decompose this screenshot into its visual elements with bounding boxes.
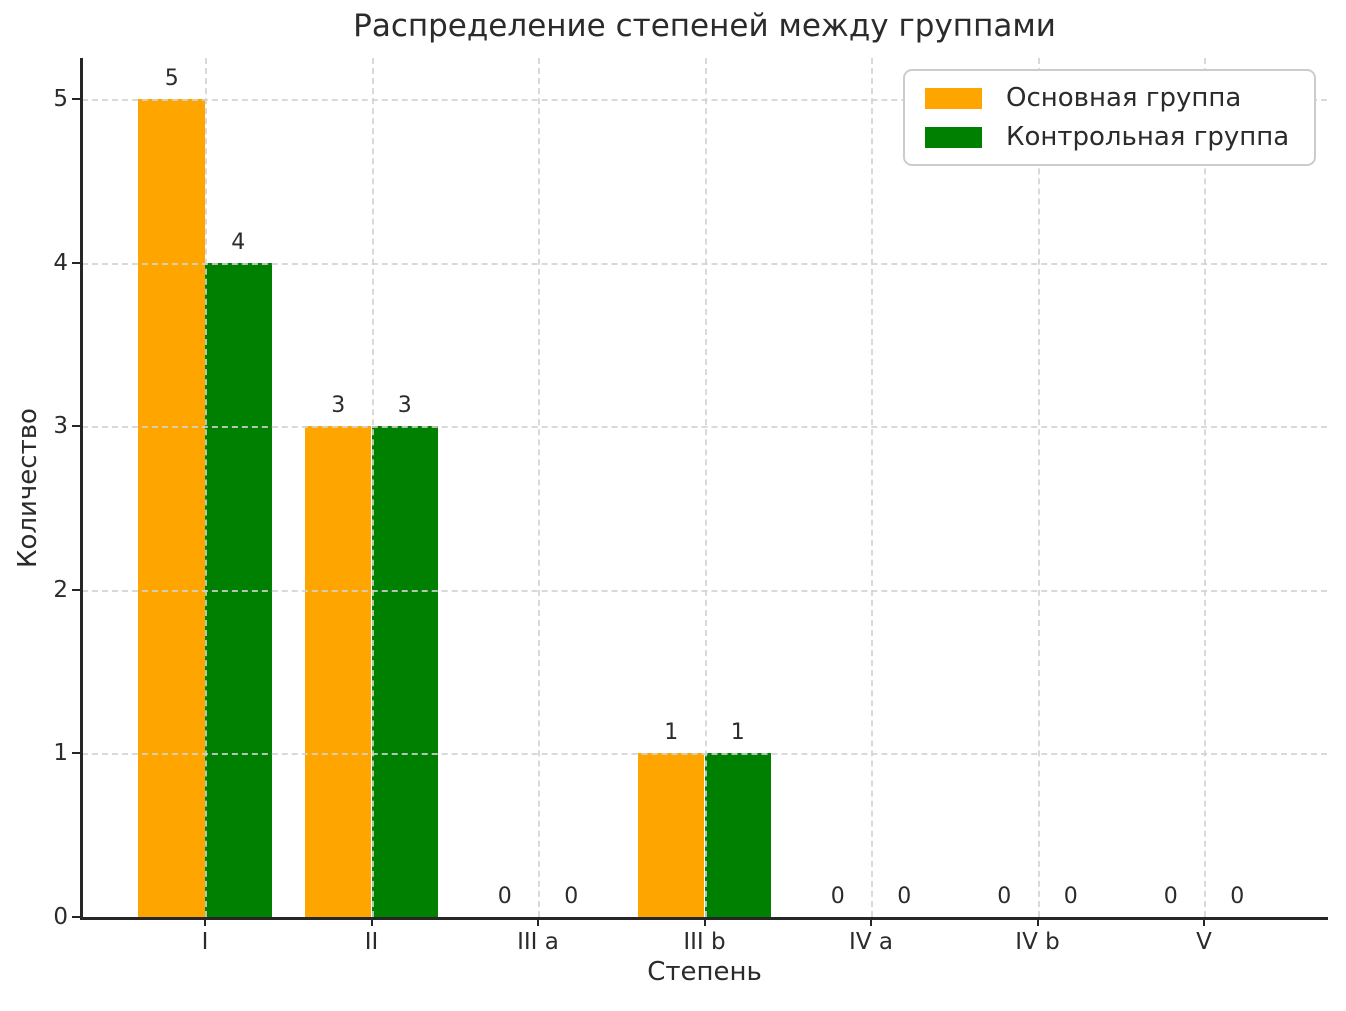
bar-value-label: 0 — [1230, 884, 1245, 909]
vertical-gridline — [371, 58, 374, 917]
y-tick-label: 5 — [53, 85, 68, 112]
x-tick-label: I — [201, 929, 209, 955]
x-tick-mark — [537, 917, 539, 926]
x-tick-mark — [870, 917, 872, 926]
legend-label-control-group: Контрольная группа — [1006, 122, 1290, 152]
y-tick-mark — [72, 916, 81, 918]
vertical-gridline — [1204, 58, 1206, 917]
bar-control-II — [371, 426, 439, 917]
x-tick-mark — [1036, 917, 1039, 926]
chart-title: Распределение степеней между группами — [353, 8, 1056, 44]
x-tick-mark — [1203, 917, 1205, 926]
bar-value-label: 0 — [897, 884, 912, 909]
bar-control-III b — [704, 753, 772, 917]
y-tick-mark — [72, 752, 81, 755]
vertical-gridline — [1037, 58, 1040, 917]
y-tick-mark — [72, 425, 81, 428]
x-tick-mark — [370, 917, 373, 926]
vertical-gridline — [538, 58, 540, 917]
vertical-gridline — [871, 58, 873, 917]
x-tick-label: IV b — [1015, 929, 1060, 955]
bar-value-label: 1 — [664, 720, 679, 746]
vertical-gridline — [704, 58, 707, 917]
bar-value-label: 3 — [331, 393, 346, 419]
x-tick-label: III b — [683, 929, 726, 955]
bar-value-label: 4 — [231, 229, 246, 255]
legend-swatch-main-group-icon — [925, 87, 982, 109]
legend-item-main-group: Основная группа — [925, 83, 1294, 113]
legend-label-main-group: Основная группа — [1006, 83, 1242, 113]
legend-item-control-group: Контрольная группа — [925, 122, 1294, 152]
legend: Основная группа Контрольная группа — [903, 69, 1316, 166]
x-tick-label: V — [1196, 929, 1212, 955]
bar-value-label: 0 — [564, 884, 579, 909]
y-tick-label: 1 — [53, 740, 68, 767]
x-tick-mark — [204, 917, 206, 926]
y-tick-label: 2 — [53, 576, 68, 603]
x-tick-label: III a — [517, 929, 559, 955]
y-tick-label: 4 — [53, 249, 68, 276]
bar-main-III b — [637, 753, 705, 917]
bar-value-label: 0 — [830, 884, 845, 909]
x-tick-mark — [703, 917, 706, 926]
y-tick-mark — [72, 97, 81, 100]
bar-value-label: 1 — [730, 720, 745, 746]
bar-value-label: 0 — [497, 884, 512, 909]
bar-value-label: 3 — [397, 393, 412, 419]
bar-value-label: 5 — [164, 65, 179, 91]
plot-area: 5 3 0 1 0 0 0 4 3 0 1 0 0 0 — [82, 58, 1327, 917]
bar-main-I — [138, 98, 205, 917]
x-axis-label: Степень — [647, 957, 762, 987]
bar-main-II — [304, 426, 372, 917]
bar-value-label: 0 — [997, 884, 1012, 909]
legend-swatch-control-group-icon — [925, 126, 982, 148]
bar-value-label: 0 — [1163, 884, 1178, 909]
y-tick-mark — [72, 588, 81, 591]
x-tick-label: II — [364, 929, 379, 955]
bar-value-label: 0 — [1063, 884, 1078, 909]
y-tick-label: 0 — [53, 904, 68, 930]
x-tick-label: IV a — [849, 929, 893, 955]
y-tick-label: 3 — [53, 413, 68, 440]
y-tick-mark — [72, 261, 81, 264]
y-axis-spine — [80, 58, 83, 919]
vertical-gridline — [205, 58, 207, 917]
